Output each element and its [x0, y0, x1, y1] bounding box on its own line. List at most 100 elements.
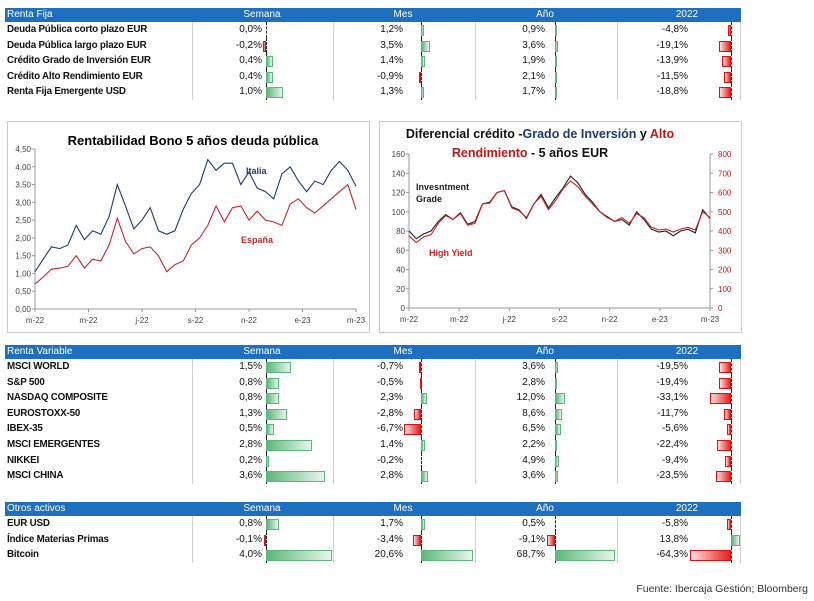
column-divider	[192, 421, 193, 437]
negative-data-bar	[718, 40, 731, 52]
column-divider	[740, 84, 741, 100]
column-divider	[192, 374, 193, 391]
negative-data-bar	[262, 40, 266, 52]
column-divider	[333, 468, 334, 484]
cell-value: -11,7%	[657, 407, 688, 419]
chart-title-part: Alto	[650, 127, 675, 141]
cell-value: 1,2%	[380, 24, 403, 35]
column-divider	[475, 68, 476, 85]
series-label: Invesntment	[416, 182, 469, 192]
series-line-1	[408, 180, 711, 244]
negative-data-bar	[727, 25, 731, 36]
y2-tick-label: 700	[718, 169, 732, 178]
column-header: Semana	[243, 503, 281, 514]
zero-axis	[421, 68, 422, 85]
cell-value: 0,5%	[522, 518, 545, 529]
positive-data-bar	[555, 455, 560, 467]
column-header: Semana	[243, 346, 281, 357]
column-divider	[192, 468, 193, 484]
table-otros-activos: Otros activos Semana Mes Año 2022 EUR USD 0,8%…	[5, 502, 741, 563]
column-divider	[617, 547, 618, 563]
y2-tick-label: 200	[718, 266, 732, 275]
cell-value: 1,0%	[239, 86, 262, 98]
positive-data-bar	[421, 471, 428, 483]
x-tick-label: e-23	[294, 316, 311, 325]
y-tick-label: 2,50	[15, 216, 31, 225]
cell-value: -13,9%	[656, 55, 688, 67]
cell-value: 4,9%	[522, 454, 545, 466]
positive-data-bar	[266, 424, 275, 436]
column-divider	[740, 390, 741, 406]
zero-axis	[731, 421, 732, 437]
zero-axis	[421, 405, 422, 422]
column-header: Año	[536, 9, 554, 20]
cell-value: 0,8%	[239, 376, 262, 388]
cell-value: -64,3%	[656, 549, 688, 561]
source-note: Fuente: Ibercaja Gestión; Bloomberg	[636, 583, 808, 595]
y2-tick-label: 100	[718, 285, 732, 294]
chart-title: Rentabilidad Bono 5 años deuda pública	[68, 133, 319, 148]
y-tick-label: 40	[396, 266, 405, 275]
cell-value: -2,8%	[376, 407, 403, 419]
x-tick-label: s-22	[188, 316, 204, 325]
column-divider	[475, 390, 476, 406]
column-divider	[617, 359, 618, 375]
column-header: Semana	[243, 9, 281, 20]
table-row: MSCI EMERGENTES 2,8% 1,4% 2,2% -22,4%	[5, 436, 741, 453]
x-tick-label: m-22	[450, 315, 469, 324]
zero-axis	[266, 22, 267, 38]
x-tick-label: e-23	[652, 315, 669, 324]
column-divider	[740, 405, 741, 422]
table-row: Renta Fija Emergente USD 1,0% 1,3% 1,7% -18,…	[5, 84, 741, 100]
zero-axis	[731, 516, 732, 532]
cell-value: 0,2%	[239, 454, 262, 466]
column-divider	[617, 516, 618, 532]
zero-axis	[266, 531, 267, 548]
zero-axis	[731, 37, 732, 54]
negative-data-bar	[722, 56, 731, 68]
cell-value: 0,8%	[239, 518, 262, 529]
cell-value: 1,9%	[522, 55, 545, 67]
asset-name: Crédito Grado de Inversión EUR	[7, 55, 151, 67]
column-divider	[617, 531, 618, 548]
zero-axis	[555, 516, 556, 532]
column-divider	[617, 374, 618, 391]
negative-data-bar	[715, 471, 731, 483]
negative-data-bar	[264, 534, 267, 546]
column-divider	[192, 516, 193, 532]
zero-axis	[421, 452, 422, 469]
x-tick-label: j-22	[502, 315, 517, 324]
positive-data-bar	[266, 56, 273, 68]
asset-name: NASDAQ COMPOSITE	[7, 392, 108, 404]
table-row: Deuda Pública corto plazo EUR 0,0% 1,2% 0,9…	[5, 22, 741, 38]
column-header: 2022	[675, 346, 699, 357]
y-tick-label: 0,00	[15, 305, 31, 314]
table-row: Crédito Grado de Inversión EUR 0,4% 1,4% 1,…	[5, 53, 741, 69]
asset-name: Crédito Alto Rendimiento EUR	[7, 70, 143, 82]
table-header: Renta Variable Semana Mes Año 2022	[5, 345, 741, 359]
column-divider	[740, 421, 741, 437]
column-divider	[475, 359, 476, 375]
column-divider	[475, 531, 476, 548]
cell-value: 0,4%	[239, 55, 262, 67]
cell-value: -5,8%	[661, 518, 688, 529]
positive-data-bar	[266, 550, 332, 562]
y-tick-label: 1,50	[15, 252, 31, 261]
table-row: MSCI CHINA 3,6% 2,8% 3,6% -23,5%	[5, 468, 741, 484]
y2-tick-label: 800	[718, 150, 732, 159]
zero-axis	[421, 359, 422, 375]
table-row: EUR USD 0,8% 1,7% 0,5% -5,8%	[5, 516, 741, 532]
positive-data-bar	[555, 40, 559, 52]
column-divider	[617, 53, 618, 69]
positive-data-bar	[266, 455, 270, 467]
x-tick-label: n-22	[241, 316, 258, 325]
series-label: España	[241, 235, 274, 245]
cell-value: 1,4%	[380, 55, 403, 67]
cell-value: -19,1%	[656, 39, 688, 51]
column-divider	[740, 22, 741, 38]
column-header: Mes	[393, 346, 413, 357]
cell-value: 3,6%	[522, 39, 545, 51]
column-divider	[192, 436, 193, 453]
cell-value: 2,8%	[239, 438, 262, 450]
column-divider	[333, 405, 334, 422]
